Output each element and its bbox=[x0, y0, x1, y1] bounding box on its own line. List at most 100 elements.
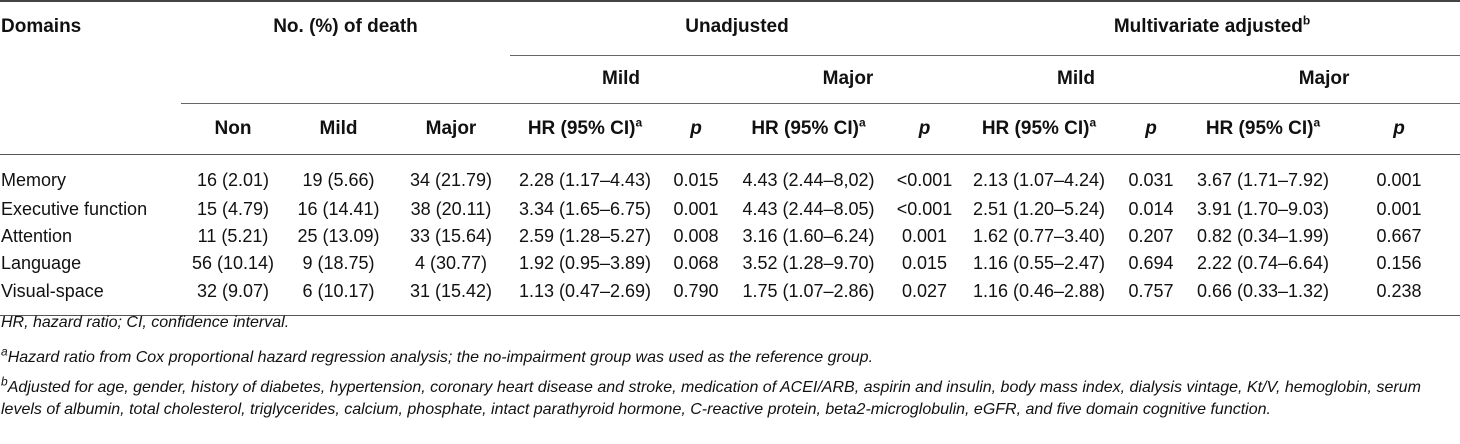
cell: 0.068 bbox=[673, 252, 719, 273]
cell: 1.75 (1.07–2.86) bbox=[732, 276, 885, 316]
table-row: Executive function 15 (4.79) 16 (14.41) … bbox=[0, 196, 1460, 223]
cell: 3.34 (1.65–6.75) bbox=[518, 198, 652, 219]
cell: 1.92 (0.95–3.89) bbox=[518, 252, 652, 273]
header-p: p bbox=[1145, 117, 1157, 139]
cell: 0.001 bbox=[1376, 169, 1422, 190]
header-hr-text: HR (95% CI) bbox=[981, 117, 1090, 139]
cell: <0.001 bbox=[896, 169, 953, 190]
cell: 4.43 (2.44–8,02) bbox=[742, 169, 875, 190]
cell: 0.014 bbox=[1128, 198, 1174, 219]
header-death-major: Major bbox=[425, 117, 477, 139]
cell: 1.16 (0.55–2.47) bbox=[972, 252, 1106, 273]
cell: 0.001 bbox=[901, 225, 948, 246]
cell: 0.207 bbox=[1128, 225, 1174, 246]
header-hr-text: HR (95% CI) bbox=[527, 117, 636, 139]
cell: 0.238 bbox=[1338, 276, 1460, 316]
header-unadjusted: Unadjusted bbox=[510, 1, 965, 56]
cell: 3.52 (1.28–9.70) bbox=[742, 252, 875, 273]
cell: 2.22 (0.74–6.64) bbox=[1196, 252, 1330, 273]
header-unadj-major: Major bbox=[732, 55, 965, 104]
cell: 0.694 bbox=[1128, 252, 1174, 273]
cell: 3.16 (1.60–6.24) bbox=[742, 225, 875, 246]
table-row: Memory 16 (2.01) 19 (5.66) 34 (21.79) 2.… bbox=[0, 154, 1460, 196]
header-p: p bbox=[1393, 117, 1405, 139]
cell: 56 (10.14) bbox=[191, 252, 275, 273]
footnote-a-ref: a bbox=[859, 115, 866, 130]
cell: 0.790 bbox=[660, 276, 732, 316]
cell: 0.015 bbox=[673, 169, 719, 190]
header-multi-major: Major bbox=[1188, 55, 1460, 104]
cell: 2.13 (1.07–4.24) bbox=[972, 169, 1106, 190]
header-hr-text: HR (95% CI) bbox=[1205, 117, 1314, 139]
cell: 0.667 bbox=[1376, 225, 1422, 246]
cell-domain: Executive function bbox=[1, 198, 148, 219]
footnote-a-text: Hazard ratio from Cox proportional hazar… bbox=[7, 349, 874, 366]
footnote-b-mark: b bbox=[1, 374, 8, 389]
footnote-a: aHazard ratio from Cox proportional haza… bbox=[1, 344, 1456, 369]
table-row: Attention 11 (5.21) 25 (13.09) 33 (15.64… bbox=[0, 223, 1460, 250]
cell: 0.82 (0.34–1.99) bbox=[1196, 225, 1330, 246]
cell-domain: Attention bbox=[1, 225, 73, 246]
header-multi-mild: Mild bbox=[964, 55, 1189, 104]
cell: 0.001 bbox=[1376, 198, 1422, 219]
header-p: p bbox=[690, 117, 702, 139]
cell: 4 (30.77) bbox=[414, 252, 488, 273]
cell: 0.031 bbox=[1128, 169, 1174, 190]
cell: 32 (9.07) bbox=[181, 276, 285, 316]
header-hr: HR (95% CI)a bbox=[1188, 103, 1338, 154]
header-domains: Domains bbox=[1, 16, 82, 37]
footnote-a-mark: a bbox=[1, 344, 8, 359]
cell: 16 (14.41) bbox=[297, 198, 380, 219]
footnote-b-ref: b bbox=[1302, 13, 1311, 28]
cell: 4.43 (2.44–8.05) bbox=[742, 198, 875, 219]
table-footnotes: HR, hazard ratio; CI, confidence interva… bbox=[1, 312, 1456, 421]
footnote-a-ref: a bbox=[635, 115, 643, 130]
cell: 0.001 bbox=[673, 198, 719, 219]
header-multivariate: Multivariate adjustedb bbox=[964, 1, 1460, 56]
results-table: Domains No. (%) of death Unadjusted Mult… bbox=[0, 1, 1460, 316]
cell: 34 (21.79) bbox=[409, 169, 493, 190]
cell: 9 (18.75) bbox=[302, 252, 375, 273]
footnote-b: bAdjusted for age, gender, history of di… bbox=[1, 374, 1456, 421]
cell: 11 (5.21) bbox=[197, 225, 269, 246]
table-row: Visual-space 32 (9.07) 6 (10.17) 31 (15.… bbox=[0, 276, 1460, 316]
cell: 31 (15.42) bbox=[392, 276, 510, 316]
footnote-a-ref: a bbox=[1313, 115, 1321, 130]
footnote-b-text: Adjusted for age, gender, history of dia… bbox=[1, 379, 1421, 418]
cell: 1.16 (0.46–2.88) bbox=[964, 276, 1115, 316]
cell: 19 (5.66) bbox=[302, 169, 375, 190]
cell: 33 (15.64) bbox=[409, 225, 493, 246]
cell: 2.59 (1.28–5.27) bbox=[518, 225, 652, 246]
cell: 15 (4.79) bbox=[196, 198, 270, 219]
cell: 3.67 (1.71–7.92) bbox=[1196, 169, 1330, 190]
cell: 1.13 (0.47–2.69) bbox=[510, 276, 660, 316]
table-row: Language 56 (10.14) 9 (18.75) 4 (30.77) … bbox=[0, 250, 1460, 277]
cell: 6 (10.17) bbox=[285, 276, 392, 316]
cell: 0.008 bbox=[673, 225, 719, 246]
cell: 16 (2.01) bbox=[196, 169, 270, 190]
cell-domain: Visual-space bbox=[0, 276, 181, 316]
cell: 2.28 (1.17–4.43) bbox=[518, 169, 652, 190]
cell: <0.001 bbox=[896, 198, 953, 219]
cell: 0.156 bbox=[1376, 252, 1422, 273]
table-body: Memory 16 (2.01) 19 (5.66) 34 (21.79) 2.… bbox=[0, 154, 1460, 316]
cell: 0.027 bbox=[885, 276, 965, 316]
header-death-mild: Mild bbox=[319, 117, 358, 139]
cell: 38 (20.11) bbox=[410, 198, 492, 219]
header-hr: HR (95% CI)a bbox=[964, 103, 1114, 154]
header-p: p bbox=[918, 117, 931, 139]
header-hr: HR (95% CI)a bbox=[732, 103, 885, 154]
cell: 1.62 (0.77–3.40) bbox=[972, 225, 1106, 246]
cell: 0.757 bbox=[1114, 276, 1189, 316]
cell: 2.51 (1.20–5.24) bbox=[972, 198, 1106, 219]
header-unadj-mild: Mild bbox=[510, 55, 732, 104]
header-hr: HR (95% CI)a bbox=[510, 103, 660, 154]
cell-domain: Language bbox=[1, 252, 82, 273]
footnote-abbrev: HR, hazard ratio; CI, confidence interva… bbox=[1, 314, 290, 331]
cell-domain: Memory bbox=[1, 169, 67, 190]
header-multivariate-text: Multivariate adjusted bbox=[1113, 16, 1303, 37]
header-non: Non bbox=[214, 117, 252, 139]
cell: 3.91 (1.70–9.03) bbox=[1196, 198, 1330, 219]
cell: 0.015 bbox=[901, 252, 948, 273]
